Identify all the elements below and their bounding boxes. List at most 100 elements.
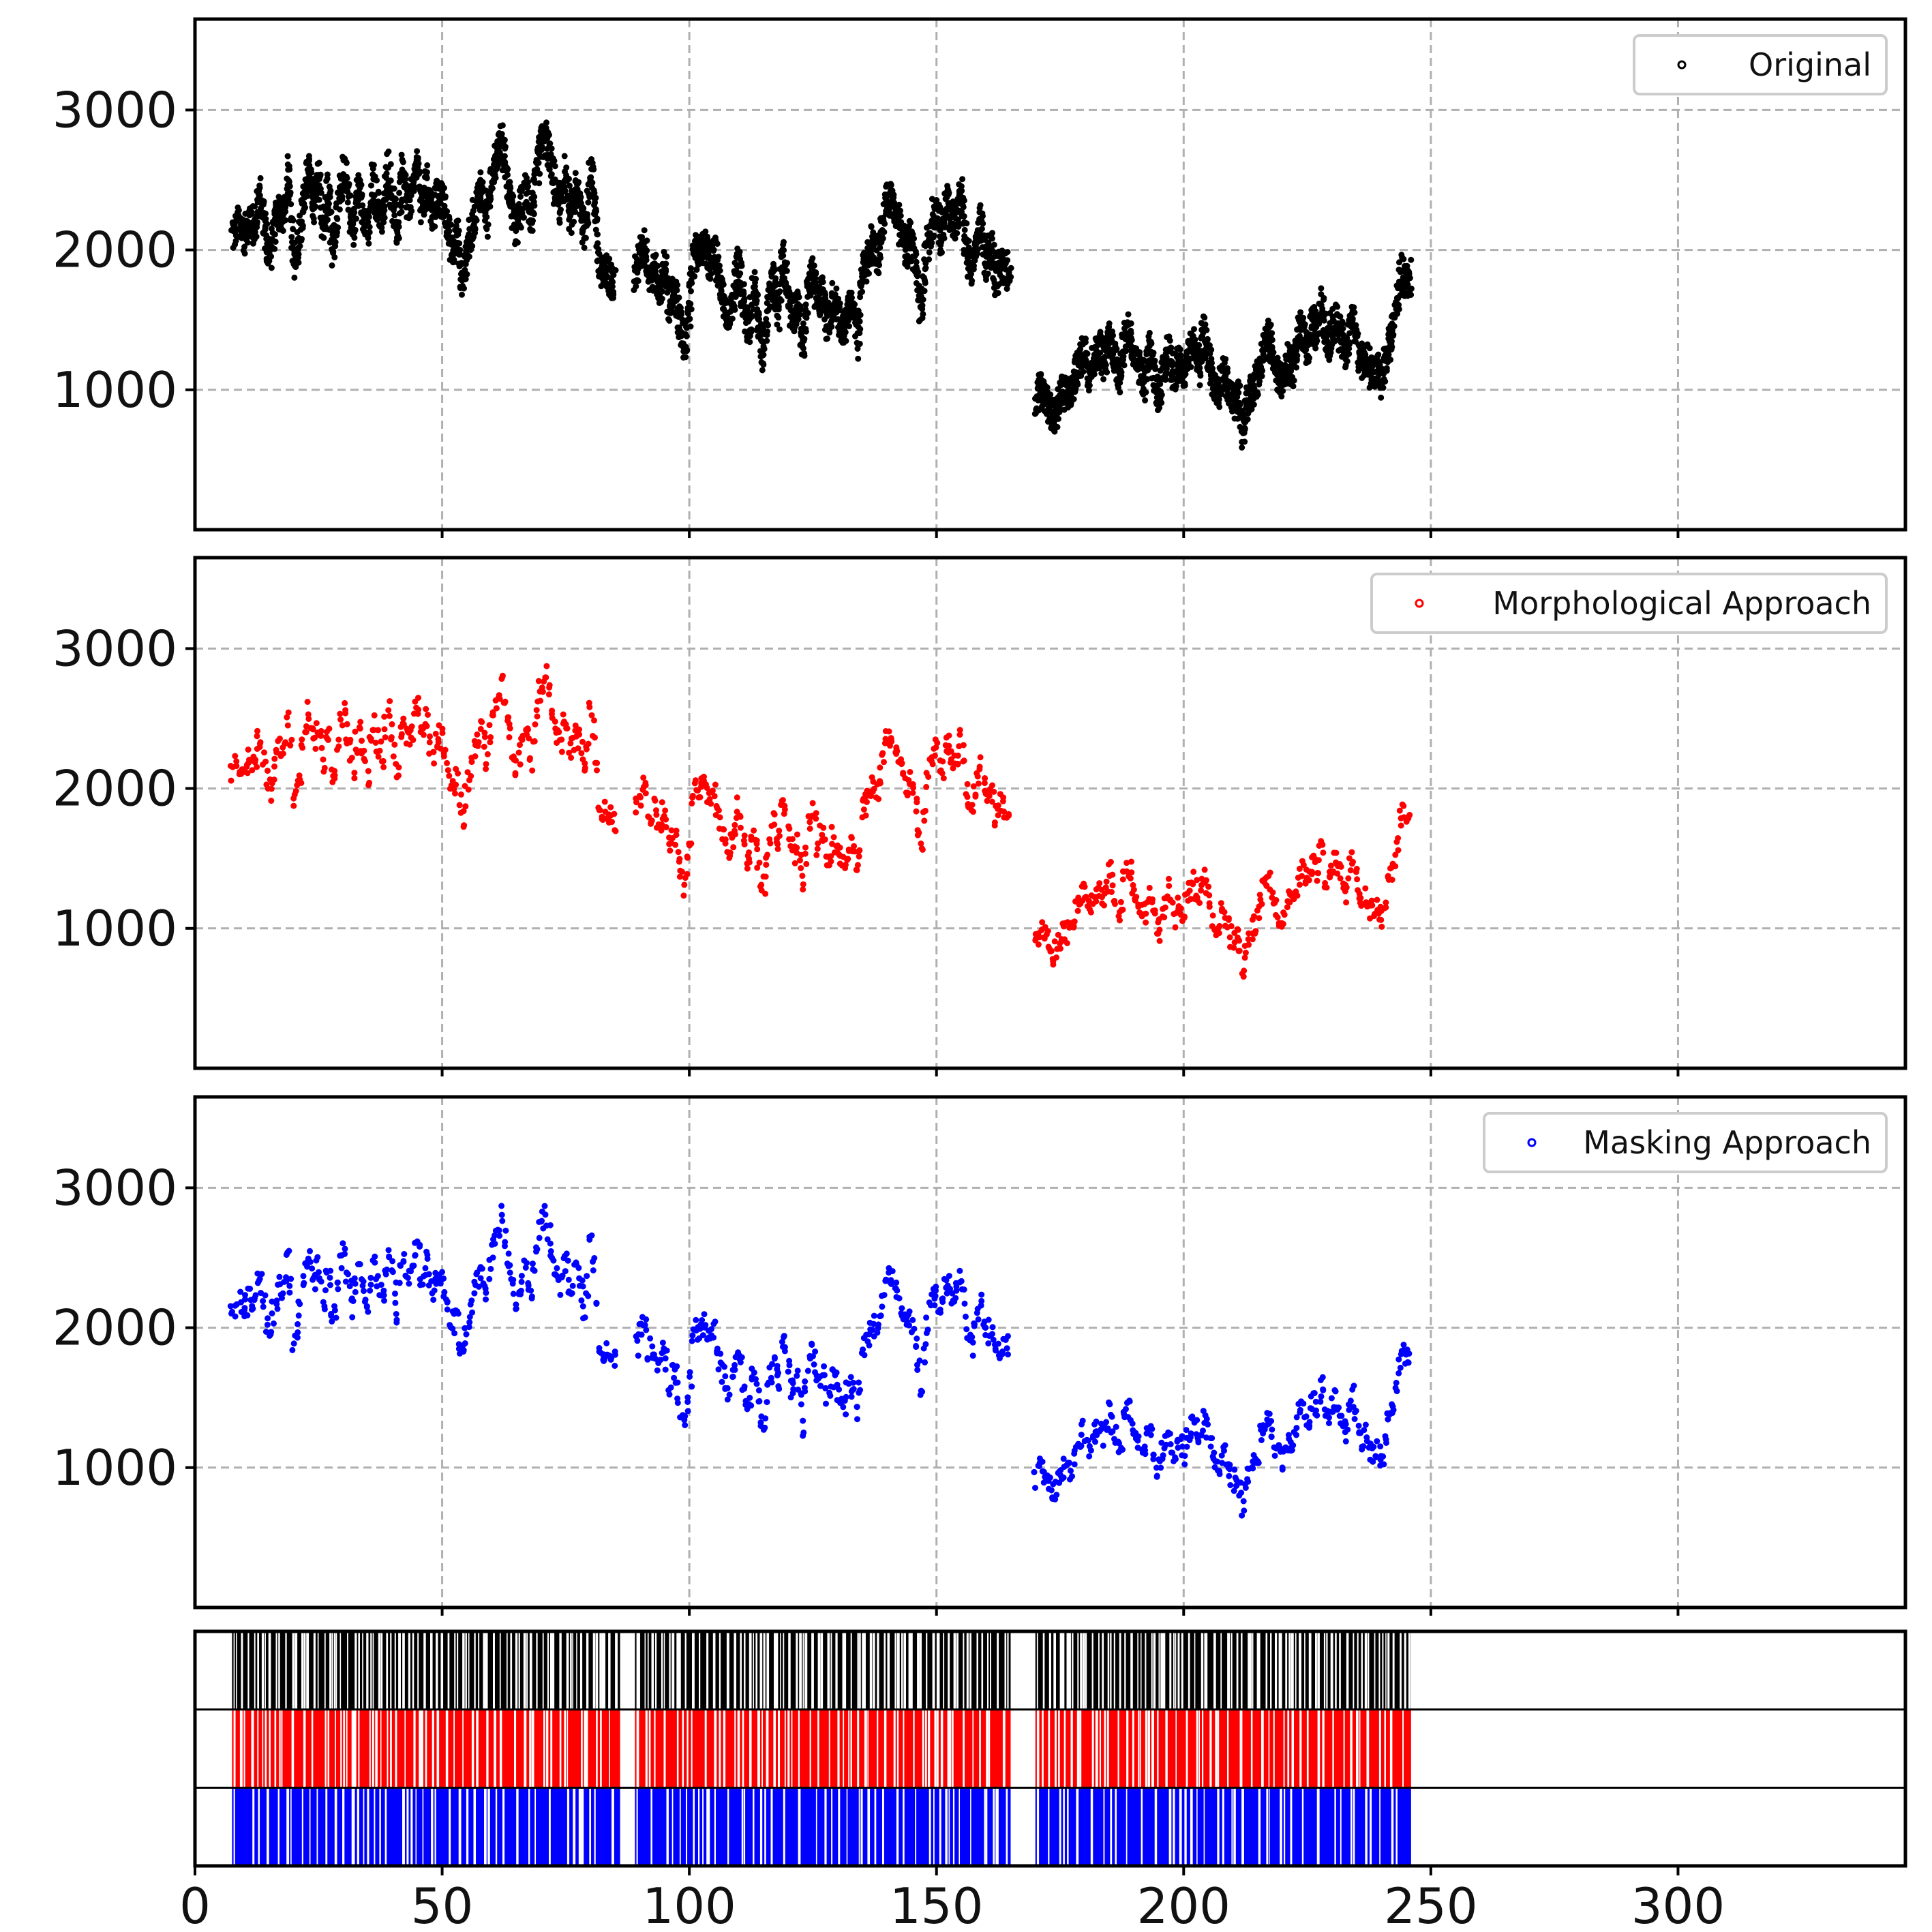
data-point [383, 175, 390, 181]
data-point [920, 311, 926, 318]
data-point [665, 316, 671, 322]
data-point [1145, 333, 1152, 340]
data-point [1241, 438, 1248, 445]
data-point [228, 777, 235, 784]
data-point [1297, 309, 1304, 316]
data-point [395, 235, 402, 241]
data-point [343, 160, 350, 166]
data-point [560, 711, 567, 718]
data-point [318, 190, 324, 196]
data-point [312, 203, 319, 210]
data-point [426, 739, 433, 746]
data-point [1158, 391, 1165, 398]
data-point [284, 153, 291, 160]
data-point [802, 326, 809, 332]
data-point [1383, 365, 1390, 372]
data-point [527, 755, 533, 761]
data-point [310, 735, 317, 742]
data-point [1408, 256, 1415, 263]
data-point [688, 265, 694, 272]
data-point [1349, 316, 1356, 322]
data-point [352, 226, 359, 233]
data-point [546, 132, 552, 138]
data-point [1004, 249, 1011, 256]
data-point [737, 270, 744, 277]
data-point [513, 757, 519, 764]
data-point [263, 781, 270, 788]
data-point [896, 201, 903, 208]
data-point [1083, 335, 1089, 342]
data-point [1117, 380, 1123, 387]
data-point [988, 235, 995, 242]
data-point [546, 684, 553, 691]
data-point [450, 258, 457, 265]
data-point [468, 242, 474, 249]
data-point [1086, 382, 1093, 389]
data-point [539, 684, 545, 691]
data-point [408, 208, 415, 214]
data-point [912, 248, 919, 255]
data-point [534, 713, 541, 720]
data-point [524, 725, 531, 732]
data-point [481, 734, 488, 740]
data-point [446, 772, 453, 779]
data-point [963, 220, 970, 227]
data-point [729, 316, 736, 322]
data-point [584, 211, 591, 217]
data-point [552, 719, 558, 725]
data-point [1389, 344, 1395, 350]
data-point [879, 235, 886, 242]
data-point [1166, 333, 1173, 340]
data-point [753, 275, 759, 282]
data-point [351, 209, 358, 216]
data-point [609, 279, 616, 286]
data-point [961, 226, 968, 233]
data-point [846, 323, 853, 329]
data-point [410, 187, 417, 194]
data-point [594, 217, 601, 224]
data-point [318, 727, 324, 734]
data-point [290, 795, 297, 802]
data-point [1175, 344, 1182, 351]
data-point [333, 225, 339, 232]
data-point [978, 219, 985, 226]
data-point [285, 200, 292, 207]
data-point [575, 745, 582, 752]
data-point [842, 329, 849, 335]
data-point [720, 282, 727, 288]
data-point [399, 156, 406, 163]
data-point [748, 326, 755, 333]
data-point [991, 241, 997, 248]
data-point [328, 209, 335, 215]
data-point [268, 785, 275, 792]
data-point [290, 226, 297, 232]
data-point [715, 254, 722, 260]
data-point [644, 237, 650, 244]
data-point [926, 249, 933, 256]
data-point [760, 361, 767, 368]
data-point [305, 716, 312, 722]
data-point [819, 274, 826, 281]
data-point [366, 779, 373, 786]
data-point [529, 228, 536, 234]
data-point [848, 289, 855, 296]
data-point [731, 306, 738, 313]
data-point [1112, 347, 1119, 354]
data-point [1239, 413, 1246, 419]
data-point [260, 198, 267, 205]
data-point [484, 233, 491, 240]
data-point [361, 747, 367, 754]
data-point [594, 249, 601, 256]
data-point [371, 712, 378, 719]
legend-label: Original [1749, 46, 1871, 83]
data-point [857, 312, 864, 318]
data-point [1250, 402, 1257, 408]
data-point [297, 243, 303, 250]
data-point [576, 731, 583, 738]
data-point [254, 219, 260, 226]
data-point [693, 267, 700, 273]
data-point [478, 718, 485, 725]
data-point [588, 712, 595, 719]
data-point [321, 764, 328, 771]
data-point [1351, 310, 1358, 316]
